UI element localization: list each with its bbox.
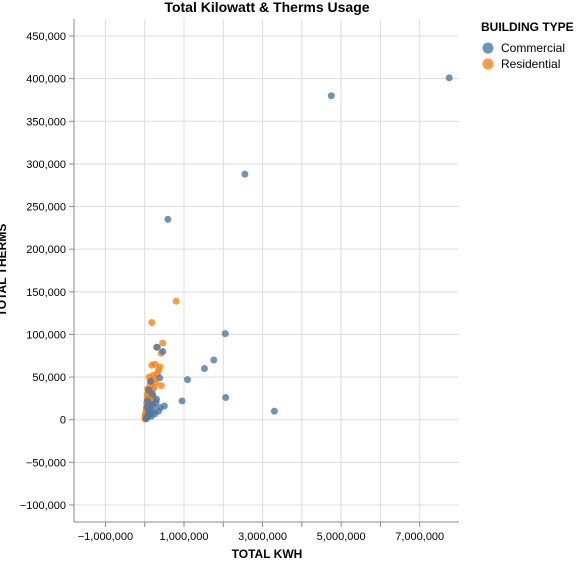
y-tick-label: 200,000 <box>26 244 66 256</box>
grid <box>74 19 459 522</box>
data-point-commercial <box>143 397 151 405</box>
data-point-residential <box>172 297 180 305</box>
data-points <box>141 74 453 423</box>
legend-symbol-commercial <box>482 42 494 54</box>
data-point-commercial <box>147 412 155 420</box>
y-tick-label: 300,000 <box>26 159 66 171</box>
data-point-commercial <box>150 402 158 410</box>
data-point-commercial <box>184 376 192 384</box>
data-point-commercial <box>147 377 155 385</box>
legend: BUILDING TYPE Commercial Residential <box>481 20 574 71</box>
data-point-commercial <box>327 92 335 100</box>
data-point-commercial <box>156 404 164 412</box>
x-tick-label: 3,000,000 <box>238 531 287 543</box>
data-point-commercial <box>200 365 208 373</box>
y-tick-label: 0 <box>60 415 66 427</box>
data-point-commercial <box>270 407 278 415</box>
x-tick-label: 7,000,000 <box>395 531 444 543</box>
axes: −1,000,000 1,000,000 3,000,000 5,000,000 7,0… <box>20 19 459 543</box>
data-point-commercial <box>156 374 164 382</box>
chart-title: Total Kilowatt & Therms Usage <box>164 0 369 15</box>
y-tick-label: 450,000 <box>26 31 66 43</box>
x-tick-label: 5,000,000 <box>317 531 366 543</box>
y-tick-label: −100,000 <box>20 500 66 512</box>
legend-label-commercial: Commercial <box>501 41 565 55</box>
data-point-commercial <box>143 403 151 411</box>
legend-title: BUILDING TYPE <box>481 20 574 34</box>
data-point-commercial <box>241 170 249 178</box>
data-point-commercial <box>145 386 153 394</box>
y-tick-label: −50,000 <box>26 457 66 469</box>
data-point-commercial <box>210 356 218 364</box>
data-point-commercial <box>164 215 172 223</box>
x-tick-label: 1,000,000 <box>160 531 209 543</box>
y-tick-label: 50,000 <box>32 372 66 384</box>
data-point-commercial <box>221 330 229 338</box>
data-point-residential <box>154 366 162 374</box>
data-point-commercial <box>153 395 160 403</box>
data-point-commercial <box>159 347 167 355</box>
legend-symbol-residential <box>482 58 494 70</box>
data-point-commercial <box>153 343 161 351</box>
x-tick-label: −1,000,000 <box>78 531 133 543</box>
y-tick-label: 150,000 <box>26 287 66 299</box>
y-tick-label: 250,000 <box>26 202 66 214</box>
data-point-commercial <box>222 394 230 402</box>
x-axis-title: TOTAL KWH <box>232 547 303 561</box>
data-point-commercial <box>445 74 453 82</box>
data-point-commercial <box>178 397 186 405</box>
y-tick-label: 350,000 <box>26 116 66 128</box>
y-tick-label: 400,000 <box>26 74 66 86</box>
y-axis-title: TOTAL THERMS <box>0 224 9 317</box>
data-point-residential <box>157 382 165 390</box>
y-tick-label: 100,000 <box>26 329 66 341</box>
data-point-residential <box>148 319 156 327</box>
legend-label-residential: Residential <box>501 57 560 71</box>
data-point-residential <box>159 339 167 347</box>
